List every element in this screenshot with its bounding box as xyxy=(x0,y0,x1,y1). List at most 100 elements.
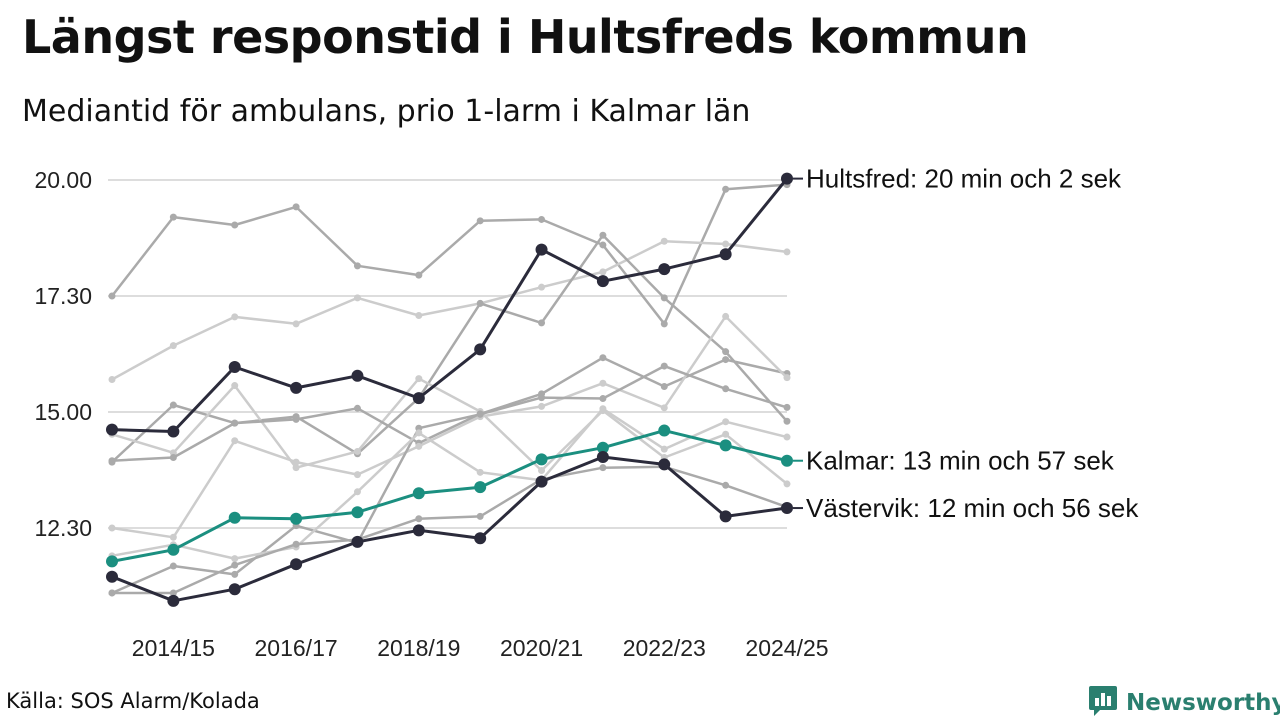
data-point xyxy=(476,410,484,418)
data-point xyxy=(228,360,241,373)
data-point xyxy=(538,394,546,402)
data-point xyxy=(599,268,607,276)
data-point xyxy=(719,439,732,452)
data-point xyxy=(167,594,180,607)
data-point xyxy=(169,533,177,541)
series-labels: Hultsfred: 20 min och 2 sek Kalmar: 13 mi… xyxy=(793,164,1139,523)
data-point xyxy=(783,248,791,256)
data-point xyxy=(169,342,177,350)
data-point xyxy=(722,312,730,320)
background-series xyxy=(108,181,791,597)
data-point xyxy=(415,515,423,523)
data-point xyxy=(538,283,546,291)
series-end-label: Kalmar: 13 min och 57 sek xyxy=(806,446,1115,476)
data-point xyxy=(781,172,793,185)
data-point xyxy=(292,540,300,548)
x-tick-label: 2020/21 xyxy=(500,635,583,661)
data-point xyxy=(719,510,732,523)
data-point xyxy=(353,262,361,270)
data-point xyxy=(412,487,425,500)
data-point xyxy=(106,555,118,568)
data-point xyxy=(474,343,487,356)
data-point xyxy=(231,313,239,321)
data-point xyxy=(292,320,300,328)
data-point xyxy=(535,243,548,256)
data-point xyxy=(476,299,484,307)
data-point xyxy=(660,362,668,370)
chart-subtitle: Mediantid för ambulans, prio 1-larm i Ka… xyxy=(22,94,751,129)
data-point xyxy=(474,532,487,545)
data-point xyxy=(231,555,239,563)
series-line xyxy=(111,177,789,433)
data-point xyxy=(415,311,423,319)
series-line xyxy=(111,429,788,563)
data-point xyxy=(412,392,425,405)
data-point xyxy=(231,419,239,427)
data-point xyxy=(290,512,303,525)
data-point xyxy=(412,524,425,537)
data-point xyxy=(231,382,239,390)
data-point xyxy=(290,381,303,394)
line-chart: 12.30 15.00 17.30 20.00 2014/15 2016/17 2018/… xyxy=(34,164,1139,661)
data-point xyxy=(231,561,239,569)
data-point xyxy=(169,213,177,221)
data-point xyxy=(290,558,303,571)
series-line xyxy=(111,183,788,326)
y-tick-label: 17.30 xyxy=(34,283,92,309)
y-tick-label: 15.00 xyxy=(34,399,92,425)
source-note: Källa: SOS Alarm/Kolada xyxy=(6,689,260,713)
series-line xyxy=(111,233,788,464)
data-point xyxy=(599,379,607,387)
data-point xyxy=(476,512,484,520)
data-point xyxy=(169,401,177,409)
series-line xyxy=(111,377,788,485)
data-point xyxy=(781,454,793,467)
data-point xyxy=(722,430,730,438)
x-tick-label: 2022/23 xyxy=(623,635,706,661)
data-point xyxy=(353,294,361,302)
brand-logo[interactable]: Newsworthy xyxy=(1088,684,1280,722)
data-point xyxy=(169,562,177,570)
series-kommun-b xyxy=(108,237,791,384)
data-point xyxy=(535,453,548,466)
data-point xyxy=(596,441,609,454)
data-point xyxy=(476,217,484,225)
data-point xyxy=(722,385,730,393)
data-point xyxy=(476,468,484,476)
series-kalmar xyxy=(106,424,793,568)
data-point xyxy=(783,403,791,411)
data-point xyxy=(535,475,548,488)
data-point xyxy=(106,423,118,436)
series-line xyxy=(111,455,788,603)
data-point xyxy=(292,458,300,466)
data-point xyxy=(538,466,546,474)
data-point xyxy=(353,488,361,496)
data-point xyxy=(292,415,300,423)
data-point xyxy=(351,369,364,382)
series-line xyxy=(111,239,788,381)
data-point xyxy=(722,185,730,193)
x-tick-label: 2014/15 xyxy=(132,635,215,661)
data-point xyxy=(538,402,546,410)
y-tick-label: 20.00 xyxy=(34,167,92,193)
data-point xyxy=(658,458,671,471)
data-point xyxy=(781,502,793,515)
data-point xyxy=(228,511,241,524)
data-point xyxy=(538,215,546,223)
data-point xyxy=(292,464,300,472)
data-point xyxy=(660,382,668,390)
data-point xyxy=(660,320,668,328)
data-point xyxy=(599,241,607,249)
data-point xyxy=(783,433,791,441)
data-point xyxy=(783,374,791,382)
bar-chart-icon xyxy=(1088,684,1118,722)
data-point xyxy=(351,535,364,548)
data-point xyxy=(231,221,239,229)
data-point xyxy=(596,451,609,464)
data-point xyxy=(722,348,730,356)
data-point xyxy=(660,237,668,245)
data-point xyxy=(658,424,671,437)
y-axis-ticks: 12.30 15.00 17.30 20.00 xyxy=(34,167,92,541)
data-point xyxy=(415,271,423,279)
data-point xyxy=(169,453,177,461)
